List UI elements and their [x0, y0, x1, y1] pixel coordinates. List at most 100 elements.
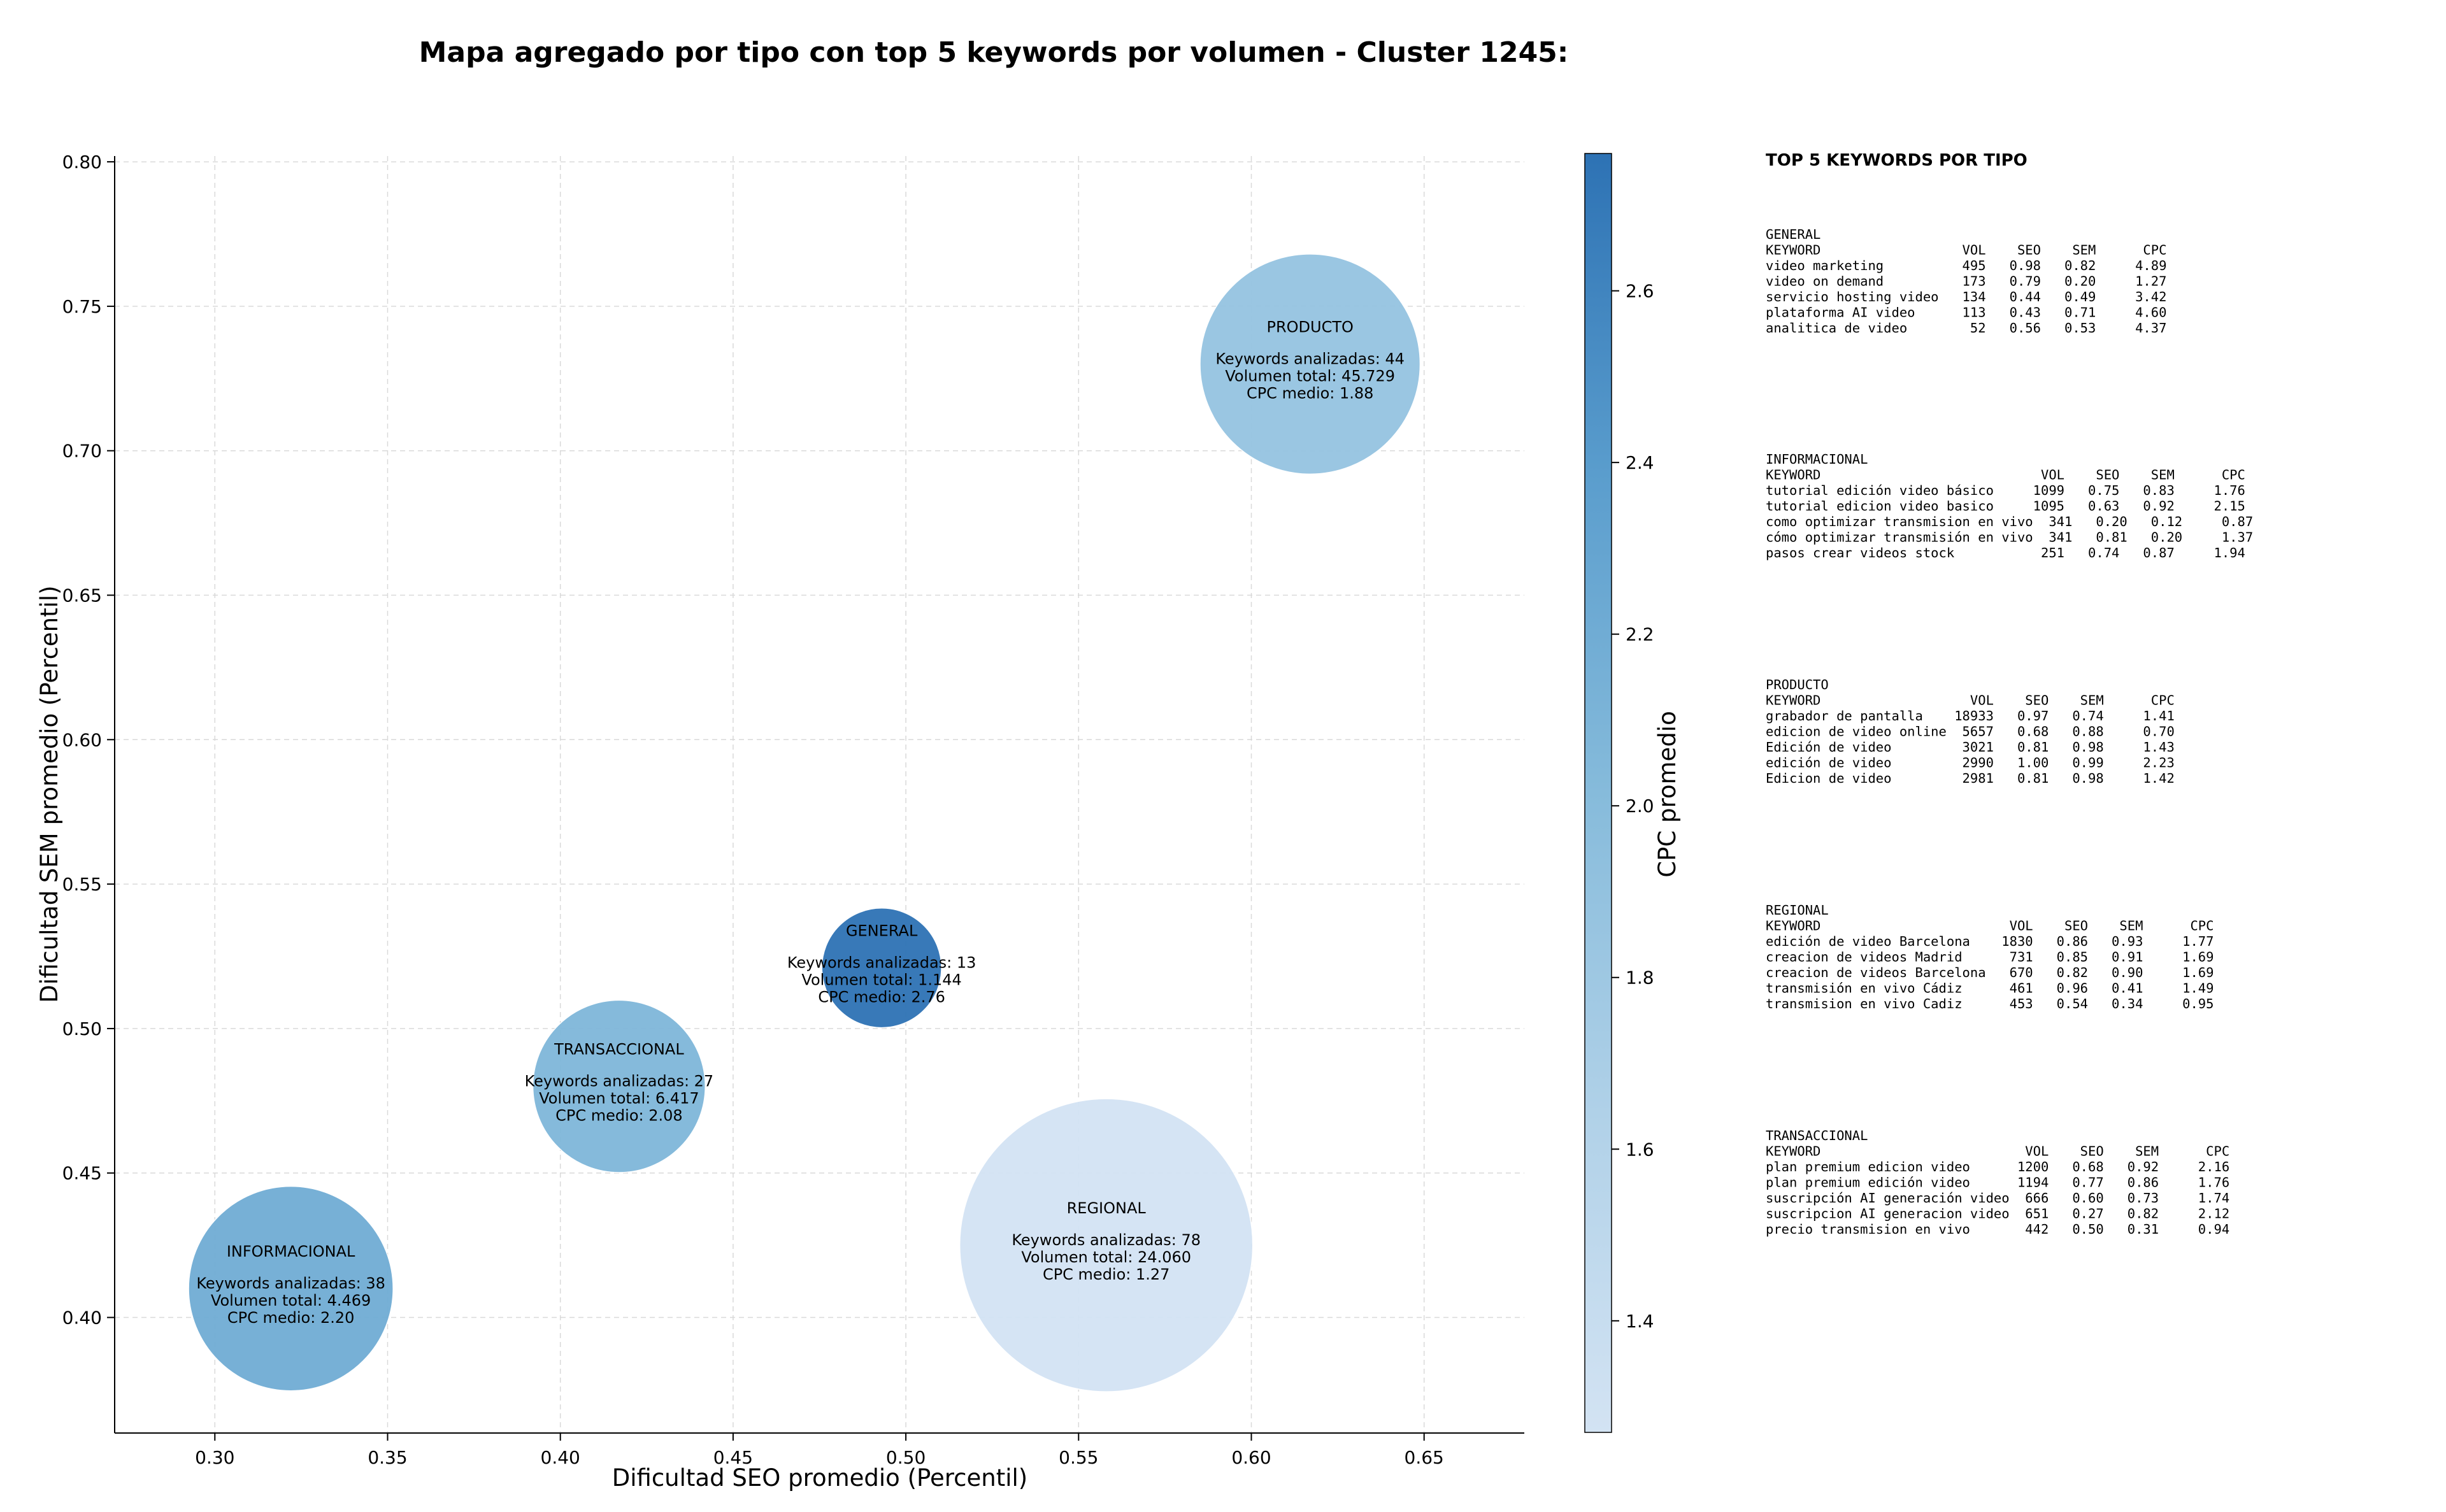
y-tick-label: 0.45: [62, 1163, 102, 1184]
section-header: KEYWORD VOL SEO SEM CPC: [1766, 243, 2166, 258]
colorbar: 1.4 1.6 1.8 2.0 2.2 2.4 2.6 CPC promedio: [1584, 153, 1681, 1433]
keyword-row: Edicion de video 2981 0.81 0.98 1.42: [1766, 771, 2175, 786]
keyword-row: tutorial edición video básico 1099 0.75 …: [1766, 483, 2245, 498]
bubble-circle: [188, 1185, 394, 1392]
bubble-label-keywords-label: Keywords analizadas: 44: [1215, 350, 1405, 368]
axes: [114, 156, 1524, 1434]
section-name: GENERAL: [1766, 227, 1820, 242]
keyword-row: precio transmision en vivo 442 0.50 0.31…: [1766, 1222, 2229, 1237]
bubble-label-volume-label: Volumen total: 4.469: [211, 1292, 371, 1309]
colorbar-tick-label: 2.6: [1626, 281, 1654, 302]
x-ticks: 0.30 0.35 0.40 0.45 0.50 0.55 0.60 0.65: [195, 1433, 1444, 1468]
bubble-circle: [821, 908, 942, 1029]
x-tick-label: 0.60: [1231, 1447, 1271, 1468]
section-header: KEYWORD VOL SEO SEM CPC: [1766, 918, 2214, 934]
keyword-row: servicio hosting video 134 0.44 0.49 3.4…: [1766, 289, 2166, 304]
y-tick-label: 0.80: [62, 152, 102, 173]
x-tick-label: 0.65: [1405, 1447, 1444, 1468]
bubble-label-name: REGIONAL: [1067, 1199, 1147, 1217]
bubble-label-keywords-label: Keywords analizadas: 27: [525, 1073, 714, 1090]
keyword-row: transmisión en vivo Cádiz 461 0.96 0.41 …: [1766, 981, 2214, 996]
bubble-label-keywords-label: Keywords analizadas: 13: [787, 954, 976, 972]
bubble-label-volume-label: Volumen total: 45.729: [1225, 367, 1395, 385]
bubble-label-name: PRODUCTO: [1267, 318, 1354, 336]
bubble-informacional: INFORMACIONAL Keywords analizadas: 38Volu…: [188, 1185, 394, 1392]
keyword-row: plataforma AI video 113 0.43 0.71 4.60: [1766, 305, 2166, 320]
bubble-label-volume-label: Volumen total: 1.144: [801, 971, 961, 989]
keyword-row: suscripcion AI generacion video 651 0.27…: [1766, 1206, 2229, 1222]
bubble-circle: [1199, 253, 1421, 475]
keyword-row: analitica de video 52 0.56 0.53 4.37: [1766, 320, 2166, 336]
keyword-row: Edición de video 3021 0.81 0.98 1.43: [1766, 739, 2175, 755]
section-name: INFORMACIONAL: [1766, 452, 1868, 467]
bubble-label-volume-label: Volumen total: 24.060: [1021, 1248, 1191, 1266]
colorbar-tick-label: 1.6: [1626, 1139, 1654, 1160]
x-tick-label: 0.40: [541, 1447, 580, 1468]
keyword-row: creacion de videos Madrid 731 0.85 0.91 …: [1766, 950, 2214, 965]
section-header: KEYWORD VOL SEO SEM CPC: [1766, 693, 2175, 708]
bubble-label-name: TRANSACCIONAL: [554, 1041, 684, 1059]
keyword-row: edición de video 2990 1.00 0.99 2.23: [1766, 755, 2175, 771]
y-tick-label: 0.75: [62, 296, 102, 317]
colorbar-gradient: [1584, 153, 1612, 1433]
x-tick-label: 0.55: [1059, 1447, 1098, 1468]
y-tick-label: 0.70: [62, 441, 102, 462]
section-header: KEYWORD VOL SEO SEM CPC: [1766, 1144, 2229, 1159]
y-ticks: 0.40 0.45 0.50 0.55 0.60 0.65 0.70 0.75 0.80: [62, 152, 115, 1329]
bubble-label-keywords-label: Keywords analizadas: 38: [196, 1274, 385, 1292]
bubble-label-keywords-label: Keywords analizadas: 78: [1012, 1231, 1201, 1249]
keyword-row: plan premium edición video 1194 0.77 0.8…: [1766, 1175, 2229, 1190]
y-axis-label: Dificultad SEM promedio (Percentil): [36, 585, 63, 1002]
bubble-transaccional: TRANSACCIONAL Keywords analizadas: 27Volu…: [525, 999, 714, 1173]
bubble-label-name: INFORMACIONAL: [227, 1243, 355, 1260]
y-tick-label: 0.40: [62, 1308, 102, 1329]
colorbar-tick-label: 2.2: [1626, 624, 1654, 645]
x-tick-label: 0.45: [713, 1447, 753, 1468]
keyword-row: edicion de video online 5657 0.68 0.88 0…: [1766, 724, 2175, 739]
keyword-row: suscripción AI generación video 666 0.60…: [1766, 1190, 2229, 1206]
y-tick-label: 0.65: [62, 585, 102, 606]
keyword-row: video marketing 495 0.98 0.82 4.89: [1766, 258, 2166, 273]
colorbar-label: CPC promedio: [1654, 711, 1681, 877]
grid: [115, 156, 1524, 1433]
section-header: KEYWORD VOL SEO SEM CPC: [1766, 467, 2245, 483]
keyword-row: transmision en vivo Cadiz 453 0.54 0.34 …: [1766, 996, 2214, 1011]
colorbar-tick-label: 1.4: [1626, 1311, 1654, 1332]
colorbar-tick-label: 2.0: [1626, 795, 1654, 817]
keyword-row: edición de video Barcelona 1830 0.86 0.9…: [1766, 934, 2214, 949]
keyword-row: tutorial edicion video basico 1095 0.63 …: [1766, 499, 2245, 514]
bubble-label-cpc-label: CPC medio: 1.27: [1043, 1266, 1170, 1283]
bubble-circle: [959, 1098, 1254, 1392]
y-tick-label: 0.55: [62, 874, 102, 895]
keyword-row: cómo optimizar transmisión en vivo 341 0…: [1766, 530, 2253, 545]
y-tick-label: 0.60: [62, 729, 102, 750]
keyword-row: grabador de pantalla 18933 0.97 0.74 1.4…: [1766, 708, 2175, 724]
colorbar-tick-label: 1.8: [1626, 967, 1654, 988]
bubble-circle: [532, 999, 706, 1173]
bubble-label-name: GENERAL: [846, 922, 918, 940]
bubble-label-cpc-label: CPC medio: 1.88: [1247, 385, 1374, 403]
bubble-label-cpc-label: CPC medio: 2.20: [227, 1309, 355, 1327]
y-tick-label: 0.50: [62, 1018, 102, 1039]
section-name: TRANSACCIONAL: [1766, 1128, 1868, 1143]
section-name: REGIONAL: [1766, 902, 1829, 918]
x-tick-label: 0.35: [368, 1447, 407, 1468]
x-tick-label: 0.30: [195, 1447, 234, 1468]
bubble-label-volume-label: Volumen total: 6.417: [539, 1090, 699, 1108]
colorbar-tick-label: 2.4: [1626, 452, 1654, 473]
keyword-row: pasos crear videos stock 251 0.74 0.87 1…: [1766, 545, 2245, 560]
x-tick-label: 0.50: [886, 1447, 926, 1468]
bubble-label-cpc-label: CPC medio: 2.76: [818, 988, 945, 1006]
panel-title: TOP 5 KEYWORDS POR TIPO: [1766, 151, 2028, 170]
keyword-row: como optimizar transmision en vivo 341 0…: [1766, 514, 2253, 529]
keyword-row: creacion de videos Barcelona 670 0.82 0.…: [1766, 965, 2214, 980]
